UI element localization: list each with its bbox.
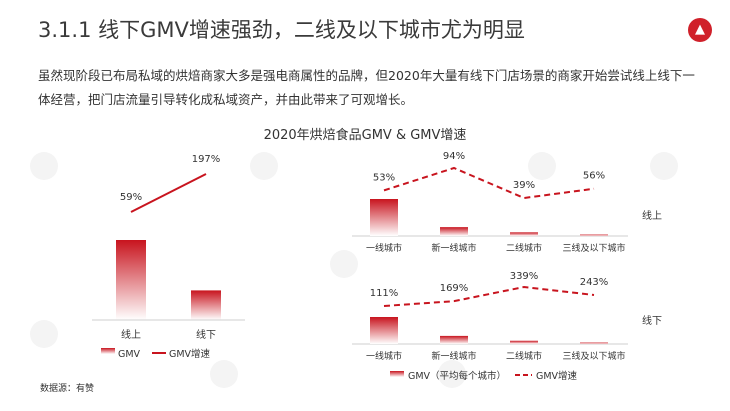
category-label: 三线及以下城市 (562, 350, 625, 362)
data-label: 39% (513, 180, 535, 191)
watermark-icon (210, 360, 238, 388)
legend-label: GMV (118, 349, 141, 360)
bar (580, 342, 608, 344)
growth-line (383, 285, 595, 307)
data-source: 数据源：有赞 (40, 384, 95, 394)
data-label: 243% (580, 277, 609, 288)
watermark-icon (330, 250, 358, 278)
chart-title: 2020年烘焙食品GMV & GMV增速 (263, 128, 467, 143)
bar (370, 317, 398, 344)
data-label: 56% (583, 171, 605, 182)
data-label: 94% (443, 151, 465, 162)
watermark-icon (528, 152, 556, 180)
growth-line (130, 173, 207, 213)
thumbs-up-icon: ▲ (688, 18, 712, 42)
watermark-icon (30, 152, 58, 180)
category-label: 二线城市 (506, 350, 542, 362)
watermark-icon (438, 360, 466, 388)
data-label: 53% (373, 172, 395, 183)
data-label: 111% (370, 288, 399, 299)
page-title: 3.1.1 线下GMV增速强劲，二线及以下城市尤为明显 (38, 18, 525, 42)
growth-line (383, 166, 595, 200)
bar (510, 232, 538, 236)
data-label: 197% (192, 154, 221, 165)
category-label: 新一线城市 (431, 242, 476, 254)
category-label: 线上 (121, 328, 141, 341)
intro-paragraph: 虽然现阶段已布局私域的烘焙商家大多是强电商属性的品牌，但2020年大量有线下门店… (38, 68, 695, 107)
category-label: 一线城市 (366, 350, 402, 362)
legend-label: GMV增速 (169, 348, 211, 360)
category-label: 三线及以下城市 (562, 242, 625, 254)
data-label: 59% (120, 192, 142, 203)
bar (510, 340, 538, 344)
bar (370, 199, 398, 236)
legend-label: GMV增速 (536, 370, 578, 382)
legend-swatch-bar (101, 348, 115, 354)
legend-label: GMV（平均每个城市） (408, 370, 506, 382)
watermark-icon (30, 320, 58, 348)
legend-swatch-bar (390, 371, 404, 377)
row-label: 线下 (642, 314, 662, 327)
watermark-icon (250, 152, 278, 180)
row-label: 线上 (642, 209, 662, 222)
bar (191, 290, 221, 320)
data-label: 339% (510, 271, 539, 282)
bar (580, 234, 608, 236)
watermark-icon (650, 152, 678, 180)
category-label: 一线城市 (366, 242, 402, 254)
category-label: 线下 (196, 328, 216, 341)
data-label: 169% (440, 283, 469, 294)
bar (440, 227, 468, 236)
category-label: 二线城市 (506, 242, 542, 254)
category-label: 新一线城市 (431, 350, 476, 362)
bar (440, 335, 468, 344)
bar (116, 240, 146, 320)
